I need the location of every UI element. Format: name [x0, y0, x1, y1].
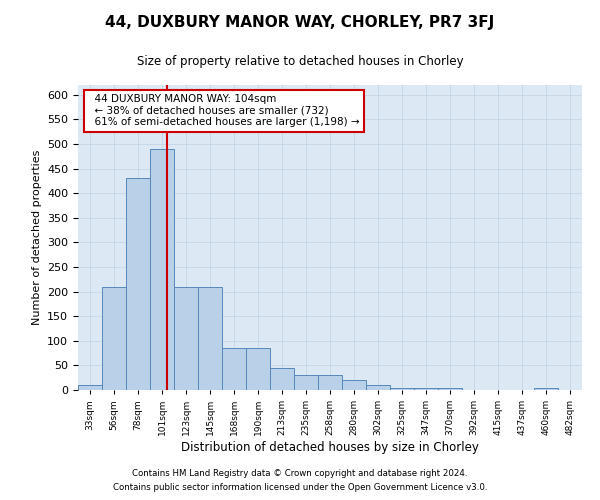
- Bar: [342, 380, 366, 390]
- Text: 44 DUXBURY MANOR WAY: 104sqm
  ← 38% of detached houses are smaller (732)
  61% : 44 DUXBURY MANOR WAY: 104sqm ← 38% of de…: [88, 94, 360, 128]
- Bar: [150, 149, 174, 390]
- Bar: [222, 348, 246, 390]
- Bar: [414, 388, 438, 390]
- Text: Contains public sector information licensed under the Open Government Licence v3: Contains public sector information licen…: [113, 484, 487, 492]
- Bar: [246, 348, 270, 390]
- Bar: [390, 388, 414, 390]
- Bar: [294, 375, 318, 390]
- Bar: [270, 368, 294, 390]
- Text: Size of property relative to detached houses in Chorley: Size of property relative to detached ho…: [137, 55, 463, 68]
- Bar: [534, 388, 558, 390]
- Y-axis label: Number of detached properties: Number of detached properties: [32, 150, 41, 325]
- Bar: [174, 286, 198, 390]
- Bar: [126, 178, 150, 390]
- Bar: [198, 286, 222, 390]
- Bar: [438, 388, 462, 390]
- Bar: [78, 385, 102, 390]
- Bar: [318, 375, 342, 390]
- Text: 44, DUXBURY MANOR WAY, CHORLEY, PR7 3FJ: 44, DUXBURY MANOR WAY, CHORLEY, PR7 3FJ: [106, 15, 494, 30]
- Bar: [102, 286, 126, 390]
- Text: Contains HM Land Registry data © Crown copyright and database right 2024.: Contains HM Land Registry data © Crown c…: [132, 468, 468, 477]
- Bar: [366, 385, 390, 390]
- X-axis label: Distribution of detached houses by size in Chorley: Distribution of detached houses by size …: [181, 441, 479, 454]
